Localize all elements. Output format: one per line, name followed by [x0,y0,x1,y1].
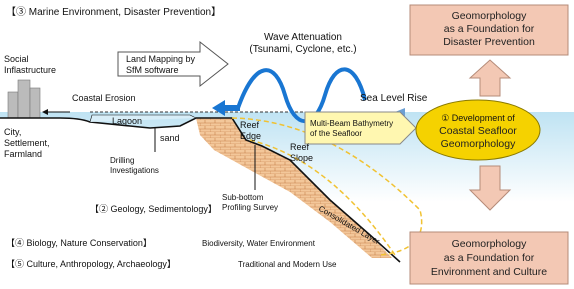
label: sand [160,133,180,143]
diagram: 【③ Marine Environment, Disaster Preventi… [0,0,574,289]
label: SfM software [126,65,179,75]
label: Reef [290,142,310,152]
box-text: Geomorphology [452,10,527,22]
label: (Tsunami, Cyclone, etc.) [249,44,356,55]
label: Social [4,54,29,64]
label: Drilling [110,156,134,165]
label: Edge [240,131,261,141]
box-text: Geomorphology [452,238,527,250]
label: Land Mapping by [126,54,196,64]
label: Settlement, [4,138,50,148]
label: Farmland [4,149,42,159]
center-text: ① Development of [441,113,515,123]
center-text: Coastal Seafloor [439,125,517,137]
buildings [8,80,40,118]
label: Multi-Beam Bathymetry [310,119,393,128]
multibeam-arrow [305,112,416,144]
box-text: as a Foundation for [444,23,535,35]
label: Coastal Erosion [72,93,136,103]
label: City, [4,127,21,137]
center-text: Geomorphology [441,138,516,150]
label: 【⑤ Culture, Anthropology, Archaeology】 [6,259,176,269]
label: Investigations [110,166,159,175]
label: 【④ Biology, Nature Conservation】 [6,238,152,248]
label: Biodiversity, Water Environment [202,239,316,248]
label: Sea Level Rise [360,93,428,104]
label: Sub-bottom [222,193,264,202]
label: Wave Attenuation [264,32,342,43]
label: Reef [240,120,260,130]
label: 【② Geology, Sedimentology】 [90,204,217,214]
up-arrow [470,60,510,96]
label: Profiling Survey [222,203,278,212]
label: of the Seafloor [310,129,362,138]
box-text: as a Foundation for [444,252,535,264]
box-text: Disaster Prevention [443,36,535,48]
label: Traditional and Modern Use [238,260,337,269]
box-text: Environment and Culture [431,266,547,278]
label: Lagoon [112,116,142,126]
mapping-arrow [118,42,228,86]
label: Inflastructure [4,65,56,75]
header: 【③ Marine Environment, Disaster Preventi… [6,6,221,18]
label: Slope [290,153,313,163]
